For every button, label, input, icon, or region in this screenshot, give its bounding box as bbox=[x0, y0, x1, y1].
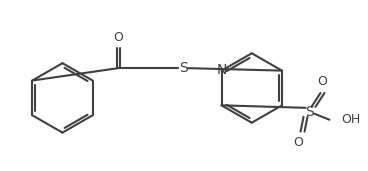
Text: O: O bbox=[113, 31, 123, 44]
Text: N: N bbox=[216, 63, 227, 77]
Text: S: S bbox=[305, 105, 314, 119]
Text: O: O bbox=[294, 136, 304, 149]
Text: S: S bbox=[178, 61, 187, 75]
Text: O: O bbox=[318, 75, 328, 88]
Text: OH: OH bbox=[342, 113, 361, 126]
